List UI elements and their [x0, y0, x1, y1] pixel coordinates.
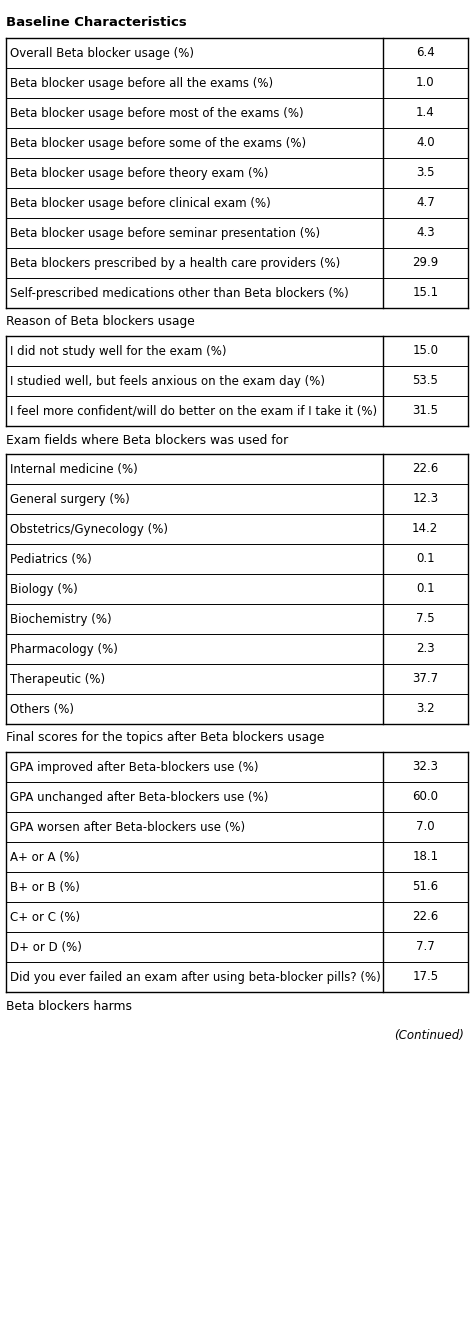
Text: Did you ever failed an exam after using beta-blocker pills? (%): Did you ever failed an exam after using … — [10, 971, 381, 983]
Text: 2.3: 2.3 — [416, 642, 435, 656]
Text: 1.0: 1.0 — [416, 77, 435, 89]
Text: GPA improved after Beta-blockers use (%): GPA improved after Beta-blockers use (%) — [10, 761, 258, 774]
Text: Baseline Characteristics: Baseline Characteristics — [6, 16, 187, 29]
Text: 17.5: 17.5 — [412, 971, 438, 983]
Text: 22.6: 22.6 — [412, 911, 438, 923]
Text: Self-prescribed medications other than Beta blockers (%): Self-prescribed medications other than B… — [10, 286, 349, 299]
Text: Beta blocker usage before all the exams (%): Beta blocker usage before all the exams … — [10, 77, 273, 89]
Text: 0.1: 0.1 — [416, 552, 435, 565]
Text: Obstetrics/Gynecology (%): Obstetrics/Gynecology (%) — [10, 523, 168, 536]
Text: B+ or B (%): B+ or B (%) — [10, 880, 80, 894]
Text: Biology (%): Biology (%) — [10, 583, 78, 596]
Text: 1.4: 1.4 — [416, 106, 435, 120]
Text: Beta blockers harms: Beta blockers harms — [6, 1000, 132, 1012]
Text: Overall Beta blocker usage (%): Overall Beta blocker usage (%) — [10, 47, 194, 60]
Text: 22.6: 22.6 — [412, 463, 438, 476]
Text: General surgery (%): General surgery (%) — [10, 492, 130, 505]
Text: 51.6: 51.6 — [412, 880, 438, 894]
Text: Beta blocker usage before clinical exam (%): Beta blocker usage before clinical exam … — [10, 197, 271, 210]
Text: 4.7: 4.7 — [416, 197, 435, 210]
Text: 7.7: 7.7 — [416, 940, 435, 954]
Text: Reason of Beta blockers usage: Reason of Beta blockers usage — [6, 315, 195, 329]
Text: Beta blockers prescribed by a health care providers (%): Beta blockers prescribed by a health car… — [10, 257, 340, 270]
Text: 3.2: 3.2 — [416, 702, 435, 716]
Text: Internal medicine (%): Internal medicine (%) — [10, 463, 138, 476]
Text: Exam fields where Beta blockers was used for: Exam fields where Beta blockers was used… — [6, 434, 288, 447]
Text: 60.0: 60.0 — [412, 790, 438, 803]
Text: 6.4: 6.4 — [416, 47, 435, 60]
Text: Biochemistry (%): Biochemistry (%) — [10, 613, 111, 625]
Text: Beta blocker usage before most of the exams (%): Beta blocker usage before most of the ex… — [10, 106, 304, 120]
Text: D+ or D (%): D+ or D (%) — [10, 940, 82, 954]
Text: Beta blocker usage before theory exam (%): Beta blocker usage before theory exam (%… — [10, 166, 268, 180]
Text: I feel more confident/will do better on the exam if I take it (%): I feel more confident/will do better on … — [10, 404, 377, 418]
Text: 3.5: 3.5 — [416, 166, 435, 180]
Text: (Continued): (Continued) — [394, 1028, 464, 1041]
Text: I did not study well for the exam (%): I did not study well for the exam (%) — [10, 344, 227, 358]
Text: 15.1: 15.1 — [412, 286, 438, 299]
Text: Beta blocker usage before some of the exams (%): Beta blocker usage before some of the ex… — [10, 137, 306, 149]
Text: 53.5: 53.5 — [412, 375, 438, 387]
Text: Final scores for the topics after Beta blockers usage: Final scores for the topics after Beta b… — [6, 732, 324, 745]
Text: 29.9: 29.9 — [412, 257, 438, 270]
Text: 7.0: 7.0 — [416, 821, 435, 834]
Text: 18.1: 18.1 — [412, 850, 438, 863]
Text: 4.3: 4.3 — [416, 226, 435, 239]
Text: GPA worsen after Beta-blockers use (%): GPA worsen after Beta-blockers use (%) — [10, 821, 245, 834]
Text: I studied well, but feels anxious on the exam day (%): I studied well, but feels anxious on the… — [10, 375, 325, 387]
Text: GPA unchanged after Beta-blockers use (%): GPA unchanged after Beta-blockers use (%… — [10, 790, 268, 803]
Text: 15.0: 15.0 — [412, 344, 438, 358]
Text: 0.1: 0.1 — [416, 583, 435, 596]
Text: C+ or C (%): C+ or C (%) — [10, 911, 80, 923]
Text: Therapeutic (%): Therapeutic (%) — [10, 673, 105, 685]
Text: 32.3: 32.3 — [412, 761, 438, 774]
Text: 4.0: 4.0 — [416, 137, 435, 149]
Text: 7.5: 7.5 — [416, 613, 435, 625]
Text: 12.3: 12.3 — [412, 492, 438, 505]
Text: Others (%): Others (%) — [10, 702, 74, 716]
Text: 14.2: 14.2 — [412, 523, 438, 536]
Text: 31.5: 31.5 — [412, 404, 438, 418]
Text: Pediatrics (%): Pediatrics (%) — [10, 552, 92, 565]
Text: Beta blocker usage before seminar presentation (%): Beta blocker usage before seminar presen… — [10, 226, 320, 239]
Text: Pharmacology (%): Pharmacology (%) — [10, 642, 118, 656]
Text: 37.7: 37.7 — [412, 673, 438, 685]
Text: A+ or A (%): A+ or A (%) — [10, 850, 80, 863]
